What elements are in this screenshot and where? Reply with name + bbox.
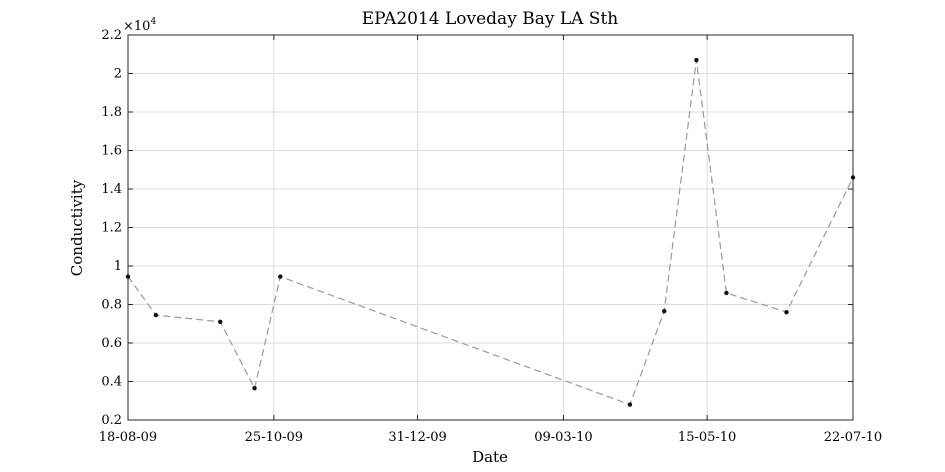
data-point (153, 312, 159, 318)
data-point (784, 310, 789, 315)
data-point (694, 57, 699, 63)
y-axis-exponent-power: 4 (150, 17, 156, 27)
y-tick-label: 1.4 (101, 182, 122, 197)
tick-labels: 0.2 0.4 0.6 0.8 1 1.2 1.4 1.6 1.8 2 2.2 18-08-09 25-… (99, 28, 882, 445)
y-tick-label: 0.6 (101, 336, 122, 351)
x-tick-label: 25-10-09 (245, 430, 303, 445)
x-tick-label: 09-03-10 (534, 430, 592, 445)
y-axis-label: Conductivity (68, 179, 86, 276)
x-tick-label: 18-08-09 (99, 430, 157, 445)
y-tick-label: 2 (114, 67, 122, 82)
data-point (278, 274, 283, 279)
y-tick-label: 1.2 (101, 221, 122, 236)
data-point (125, 274, 131, 279)
chart-title: EPA2014 Loveday Bay LA Sth (362, 9, 619, 29)
data-point (252, 386, 257, 391)
x-axis-label: Date (472, 448, 508, 466)
x-tick-label: 22-07-10 (824, 430, 882, 445)
y-axis-exponent: ×104 (123, 17, 156, 34)
series (125, 57, 856, 407)
y-tick-label: 1 (114, 259, 122, 274)
data-point (850, 175, 856, 180)
axis-ticks (127, 34, 854, 421)
data-point (218, 319, 223, 325)
data-point (627, 402, 633, 407)
y-tick-label: 2.2 (101, 28, 122, 43)
data-point (662, 309, 667, 314)
y-tick-label: 1.6 (101, 144, 122, 159)
y-tick-label: 0.2 (101, 413, 122, 428)
x-tick-label: 15-05-10 (678, 430, 736, 445)
data-point (724, 290, 729, 296)
y-axis-exponent-base: ×10 (123, 19, 150, 34)
grid-lines (127, 34, 854, 421)
y-tick-label: 0.4 (101, 375, 122, 390)
x-tick-label: 31-12-09 (388, 430, 446, 445)
y-tick-label: 0.8 (101, 298, 122, 313)
y-tick-label: 1.8 (101, 105, 122, 120)
